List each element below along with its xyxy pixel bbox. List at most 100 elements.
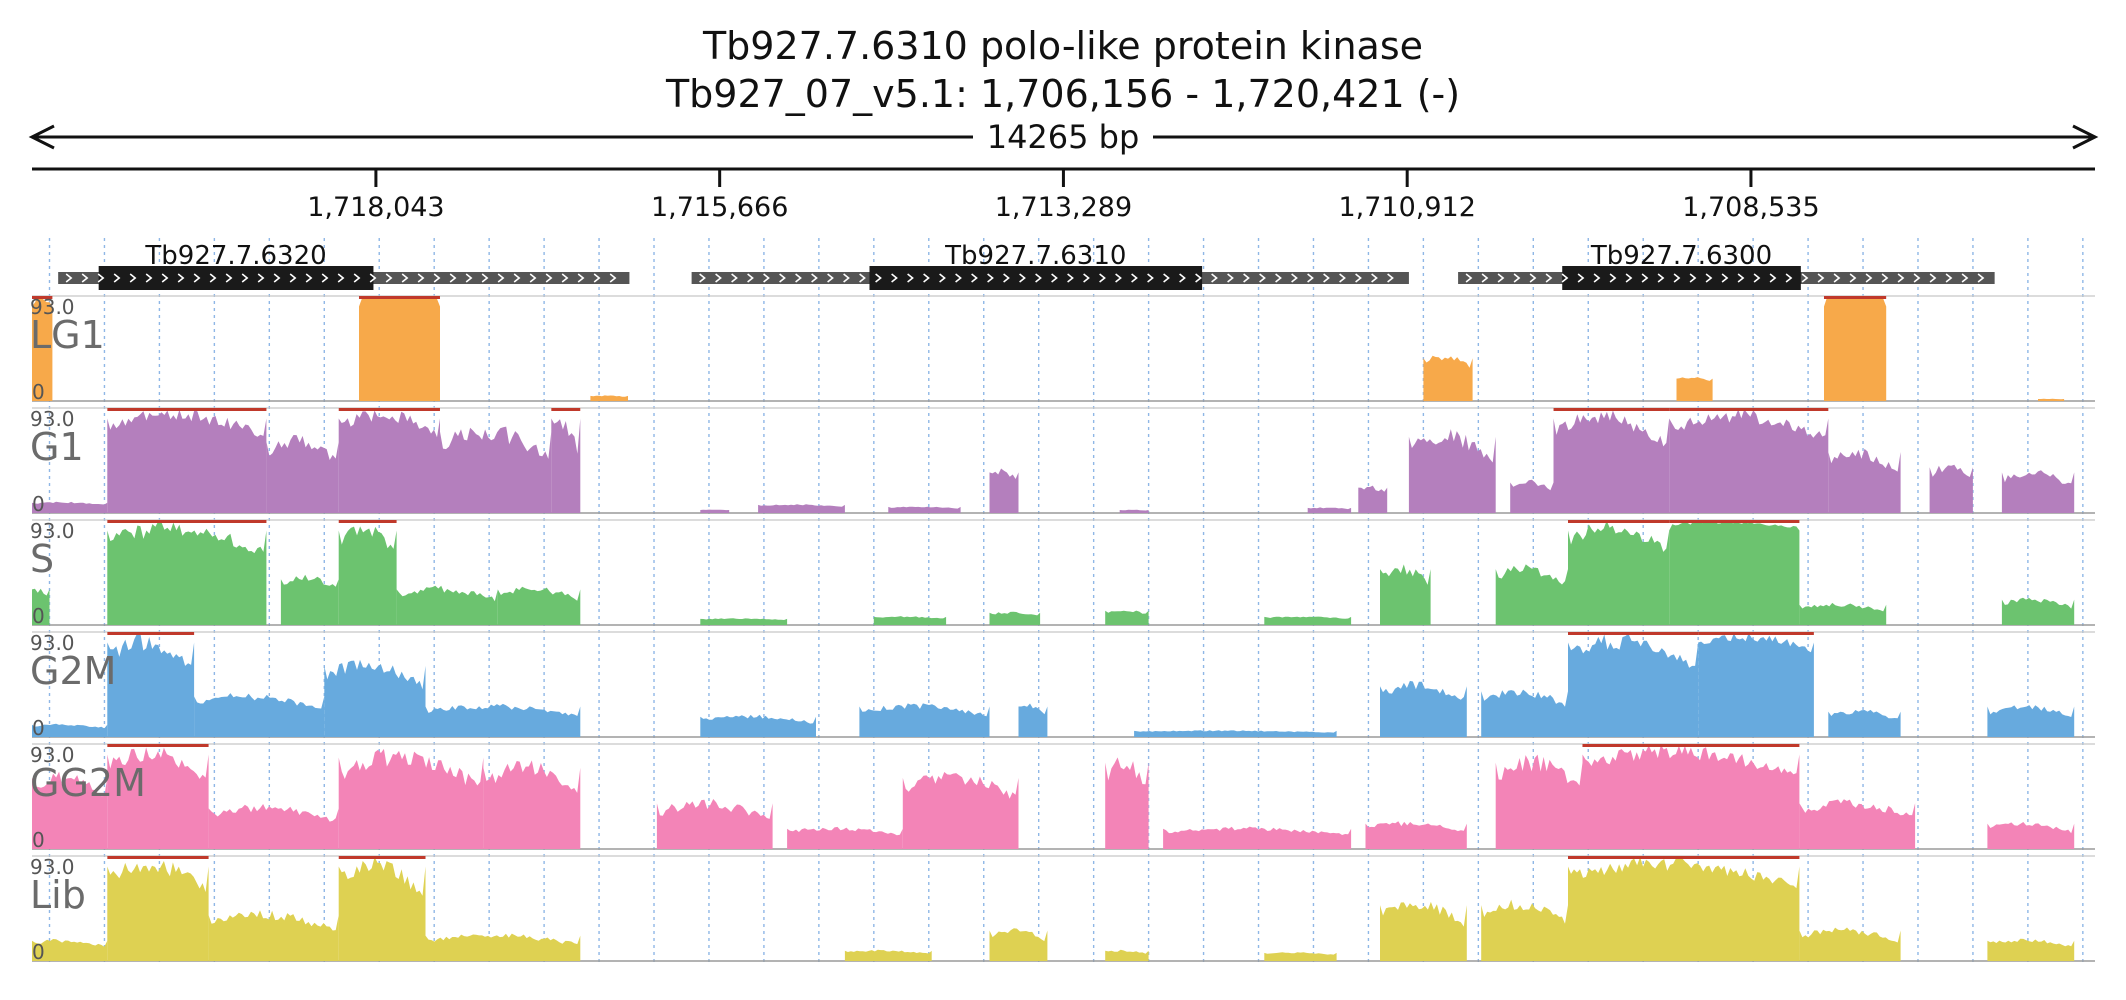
coverage-area xyxy=(2001,470,2075,513)
scale-tick-label: 1,713,289 xyxy=(995,192,1132,223)
chart-subtitle: Tb927_07_v5.1: 1,706,156 - 1,720,421 (-) xyxy=(665,72,1461,116)
coverage-area xyxy=(280,574,339,625)
coverage-area xyxy=(1481,899,1568,961)
track-label-s: S xyxy=(30,537,54,581)
y-max-label: 93.0 xyxy=(30,519,75,543)
coverage-area xyxy=(32,296,53,401)
gene-label: Tb927.7.6320 xyxy=(144,241,326,271)
clipped-indicator xyxy=(107,408,267,411)
coverage-area xyxy=(1568,857,1800,961)
y-max-label: 93.0 xyxy=(30,631,75,655)
coverage-area xyxy=(700,618,788,625)
y-max-label: 93.0 xyxy=(30,295,75,319)
coverage-area xyxy=(359,296,440,401)
coverage-area xyxy=(1105,610,1149,625)
coverage-area xyxy=(32,588,50,625)
coverage-area xyxy=(107,409,267,513)
coverage-area xyxy=(425,933,581,961)
gene-strand-chevrons xyxy=(1465,273,1985,283)
coverage-area xyxy=(324,659,426,737)
coverage-area xyxy=(1481,689,1568,737)
span-label-bg xyxy=(973,115,1153,155)
coverage-area xyxy=(1134,730,1337,737)
gene-cds xyxy=(869,266,1203,290)
coverage-area xyxy=(1105,757,1149,849)
coverage-area xyxy=(1018,703,1048,737)
gene-strand-chevrons xyxy=(65,273,617,283)
coverage-area xyxy=(989,468,1019,513)
coverage-area xyxy=(758,504,845,513)
coverage-area xyxy=(338,857,426,961)
coverage-area xyxy=(1105,949,1149,961)
coverage-area xyxy=(1358,485,1388,513)
coverage-area xyxy=(2001,597,2075,625)
scale-tick-label: 1,710,912 xyxy=(1338,192,1475,223)
coverage-area xyxy=(497,586,581,625)
clipped-indicator xyxy=(1669,520,1800,523)
coverage-area xyxy=(1380,901,1467,961)
coverage-area xyxy=(107,861,209,961)
y-min-label: 0 xyxy=(32,828,45,852)
clipped-indicator xyxy=(338,856,426,859)
coverage-area xyxy=(1365,821,1467,849)
coverage-area xyxy=(107,632,195,737)
coverage-area xyxy=(1380,564,1431,625)
clipped-indicator xyxy=(1698,632,1814,635)
coverage-area xyxy=(107,747,209,849)
clipped-indicator xyxy=(1568,856,1800,859)
coverage-area xyxy=(1799,799,1916,849)
clipped-indicator xyxy=(107,856,209,859)
clipped-indicator xyxy=(338,408,440,411)
coverage-area xyxy=(32,723,108,737)
coverage-area xyxy=(1828,448,1901,513)
coverage-area xyxy=(1929,464,1973,513)
coverage-area xyxy=(425,703,581,737)
coverage-area xyxy=(32,939,108,961)
coverage-area xyxy=(1510,479,1554,513)
span-arrow-right xyxy=(2072,124,2099,150)
coverage-area xyxy=(1423,355,1473,401)
y-max-label: 93.0 xyxy=(30,407,75,431)
coverage-area xyxy=(483,760,581,849)
coverage-area xyxy=(1568,633,1699,737)
span-label: 14265 bp xyxy=(987,118,1140,156)
clipped-indicator xyxy=(358,296,440,299)
coverage-area xyxy=(1582,744,1800,849)
coverage-area xyxy=(440,426,552,513)
clipped-indicator xyxy=(107,632,195,635)
coverage-area xyxy=(700,714,816,737)
coverage-area xyxy=(208,804,339,849)
clipped-indicator xyxy=(1568,632,1699,635)
coverage-area xyxy=(1669,520,1800,625)
scale-tick-label: 1,715,666 xyxy=(651,192,788,223)
coverage-area xyxy=(32,771,108,849)
coverage-area xyxy=(656,799,773,849)
coverage-area xyxy=(1163,826,1352,849)
coverage-area xyxy=(1495,564,1568,625)
coverage-area xyxy=(989,928,1048,961)
clipped-indicator xyxy=(107,744,209,747)
coverage-area xyxy=(1264,616,1352,625)
scale-tick-label: 1,708,535 xyxy=(1682,192,1819,223)
clipped-indicator xyxy=(1582,744,1800,747)
coverage-area xyxy=(1669,409,1829,513)
coverage-area xyxy=(989,611,1041,625)
y-min-label: 0 xyxy=(32,492,45,516)
coverage-area xyxy=(902,772,1019,849)
coverage-area xyxy=(1799,927,1901,961)
y-min-label: 0 xyxy=(32,380,45,404)
coverage-area xyxy=(1380,680,1467,737)
coverage-area xyxy=(1987,938,2075,961)
coverage-area xyxy=(2038,398,2065,401)
coverage-area xyxy=(888,506,961,513)
coverage-area xyxy=(338,526,397,625)
coverage-area xyxy=(1553,410,1670,513)
coverage-area xyxy=(208,910,339,961)
track-label-g2m: G2M xyxy=(30,649,116,693)
coverage-area xyxy=(194,693,325,737)
gene-label: Tb927.7.6310 xyxy=(944,241,1126,271)
coverage-area xyxy=(1568,520,1670,625)
y-min-label: 0 xyxy=(32,940,45,964)
coverage-area xyxy=(551,418,581,513)
